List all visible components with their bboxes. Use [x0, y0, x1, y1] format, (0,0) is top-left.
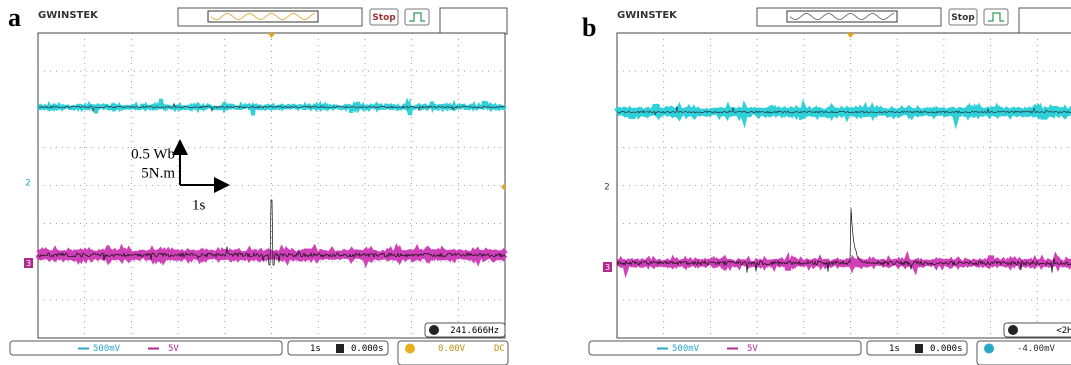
- info-box: [1019, 8, 1071, 34]
- coupling: DC: [494, 344, 505, 354]
- frequency: 241.666Hz: [450, 326, 499, 336]
- trigger-level: -4.00mV: [1017, 344, 1056, 354]
- offset-icon: [336, 344, 344, 353]
- offset-icon: [915, 344, 923, 353]
- brand: GWINSTEK: [38, 10, 99, 21]
- panel-label: b: [582, 13, 596, 42]
- screen: [617, 33, 1071, 338]
- annotation-time: 1s: [192, 197, 206, 213]
- trigger-source-icon: [405, 344, 415, 354]
- frequency-icon: [1008, 325, 1018, 335]
- trigger-icon-box: [984, 9, 1008, 25]
- info-box: [440, 8, 507, 34]
- brand: GWINSTEK: [617, 10, 678, 21]
- memory-box: [208, 11, 318, 22]
- annotation-flux: 0.5 Wb: [131, 146, 175, 162]
- scope-panel: b GWINSTEK Stop 2 3 <2Hz 500mV 5V 1s 0.000s -4.00m…: [582, 8, 1071, 365]
- ch2-marker: 2: [604, 183, 610, 193]
- memory-box: [787, 11, 897, 22]
- offset: 0.000s: [930, 344, 963, 354]
- timebase: 1s: [310, 344, 321, 354]
- channel-box: [589, 341, 861, 355]
- channel-box: [10, 341, 282, 355]
- frequency-icon: [429, 325, 439, 335]
- trigger-level: 0.00V: [438, 344, 466, 354]
- trigger-icon-box: [405, 9, 429, 25]
- panel-label: a: [8, 3, 21, 32]
- frequency: <2Hz: [1056, 326, 1071, 336]
- stop-text: Stop: [951, 13, 975, 23]
- ch3-marker: 3: [605, 263, 610, 272]
- timebase: 1s: [889, 344, 900, 354]
- ch2-scale: 500mV: [672, 344, 700, 354]
- offset: 0.000s: [351, 344, 384, 354]
- ch3-scale: 5V: [168, 344, 179, 354]
- figure: a GWINSTEK Stop 2 3 241.666Hz 500mV 5V 1s 0.000s 0…: [0, 0, 1071, 365]
- trigger-source-icon: [984, 344, 994, 354]
- ch2-scale: 500mV: [93, 344, 121, 354]
- ch2-marker: 2: [25, 179, 31, 189]
- ch3-marker: 3: [26, 259, 31, 268]
- scope-panel: a GWINSTEK Stop 2 3 241.666Hz 500mV 5V 1s 0.000s 0…: [8, 3, 508, 365]
- ch3-scale: 5V: [747, 344, 758, 354]
- stop-text: Stop: [372, 13, 396, 23]
- ch3-band: [38, 249, 505, 259]
- annotation-torque: 5N.m: [141, 165, 175, 181]
